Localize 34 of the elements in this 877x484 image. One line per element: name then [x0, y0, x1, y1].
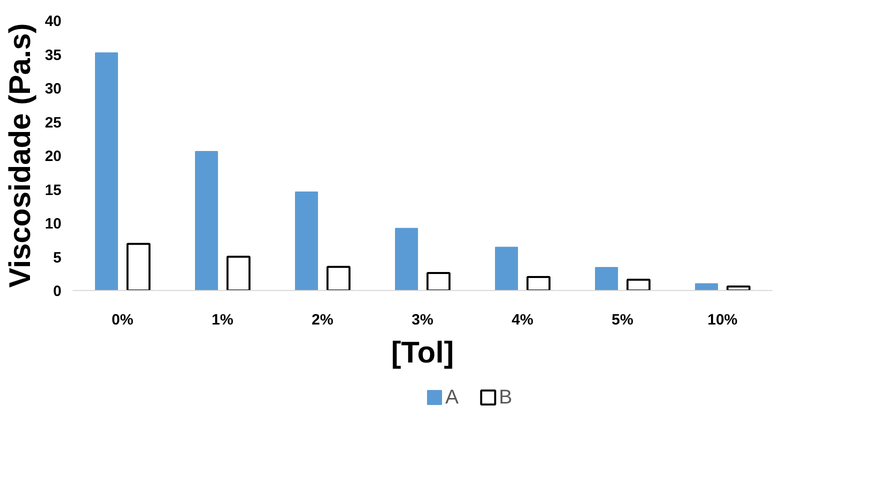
x-tick-label: 10% — [707, 312, 738, 328]
x-axis-title: [Tol] — [391, 336, 454, 370]
bar — [295, 191, 318, 290]
bar — [595, 267, 618, 290]
x-tick-label: 5% — [612, 312, 634, 328]
x-tick-label: 2% — [312, 312, 334, 328]
y-tick-label: 20 — [44, 148, 62, 165]
bar — [426, 272, 450, 290]
y-axis-title: Viscosidade (Pa.s) — [4, 23, 37, 288]
bar — [726, 285, 750, 290]
y-tick-label: 5 — [53, 249, 62, 266]
bar — [126, 242, 150, 290]
bar — [95, 52, 118, 290]
y-tick-label: 10 — [44, 216, 62, 232]
x-tick-label: 3% — [412, 312, 434, 328]
bar — [495, 246, 518, 290]
y-tick-label: 0 — [53, 283, 62, 300]
bar — [695, 283, 718, 290]
y-tick-label: 40 — [44, 13, 62, 30]
bar — [395, 228, 418, 290]
bar — [526, 276, 550, 290]
legend-label: A — [445, 386, 460, 408]
legend-label: B — [498, 386, 512, 408]
y-tick-label: 35 — [44, 46, 62, 64]
bar — [626, 278, 650, 290]
bar — [326, 266, 350, 290]
x-tick-label: 0% — [112, 312, 134, 328]
y-tick-label: 15 — [44, 182, 62, 199]
bar — [226, 256, 250, 290]
y-tick-label: 25 — [44, 114, 62, 132]
x-tick-label: 1% — [212, 312, 234, 328]
y-tick-label: 30 — [44, 80, 62, 98]
bar — [195, 150, 218, 290]
x-tick-label: 4% — [512, 312, 534, 328]
